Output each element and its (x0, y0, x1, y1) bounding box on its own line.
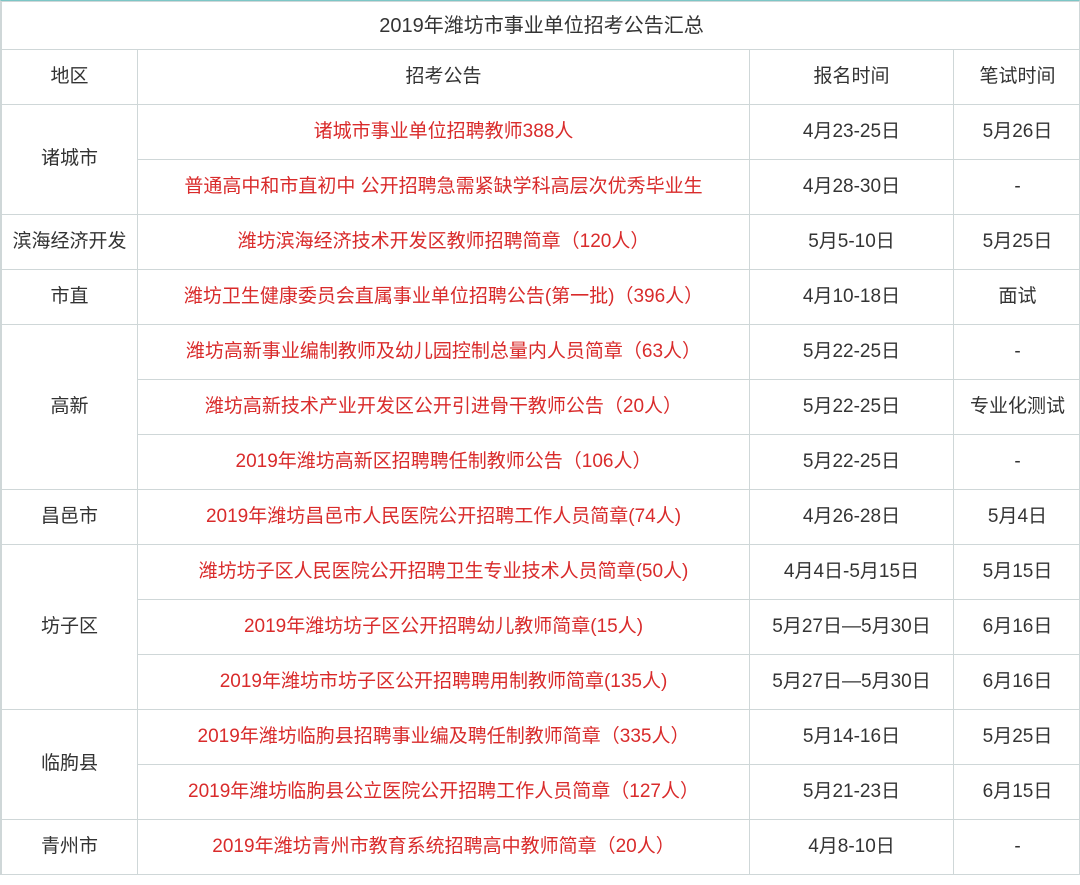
table-title: 2019年潍坊市事业单位招考公告汇总 (2, 2, 1080, 50)
header-notice: 招考公告 (138, 50, 750, 105)
notice-cell: 普通高中和市直初中 公开招聘急需紧缺学科高层次优秀毕业生 (138, 160, 750, 215)
notice-cell: 潍坊高新技术产业开发区公开引进骨干教师公告（20人） (138, 380, 750, 435)
table-row: 诸城市诸城市事业单位招聘教师388人4月23-25日5月26日 (2, 105, 1080, 160)
table-row: 潍坊高新技术产业开发区公开引进骨干教师公告（20人） 5月22-25日专业化测试 (2, 380, 1080, 435)
notice-cell: 2019年潍坊昌邑市人民医院公开招聘工作人员简章(74人) (138, 490, 750, 545)
region-cell: 高新 (2, 325, 138, 490)
notice-link[interactable]: 2019年潍坊昌邑市人民医院公开招聘工作人员简章(74人) (206, 506, 681, 527)
recruitment-table: 2019年潍坊市事业单位招考公告汇总 地区 招考公告 报名时间 笔试时间 诸城市… (1, 1, 1080, 875)
registration-time-cell: 5月22-25日 (750, 325, 954, 380)
table-row: 临朐县2019年潍坊临朐县招聘事业编及聘任制教师简章（335人）5月14-16日… (2, 710, 1080, 765)
exam-time-cell: 5月4日 (954, 490, 1080, 545)
table-row: 2019年潍坊市坊子区公开招聘聘用制教师简章(135人) 5月27日—5月30日6… (2, 655, 1080, 710)
notice-cell: 2019年潍坊青州市教育系统招聘高中教师简章（20人） (138, 820, 750, 875)
region-cell: 滨海经济开发 (2, 215, 138, 270)
notice-cell: 2019年潍坊坊子区公开招聘幼儿教师简章(15人) (138, 600, 750, 655)
exam-time-cell: - (954, 325, 1080, 380)
registration-time-cell: 5月22-25日 (750, 435, 954, 490)
notice-link[interactable]: 2019年潍坊市坊子区公开招聘聘用制教师简章(135人) (220, 671, 668, 692)
table-row: 高新潍坊高新事业编制教师及幼儿园控制总量内人员简章（63人）5月22-25日- (2, 325, 1080, 380)
notice-link[interactable]: 潍坊卫生健康委员会直属事业单位招聘公告(第一批)（396人） (184, 286, 703, 307)
notice-link[interactable]: 诸城市事业单位招聘教师388人 (314, 121, 574, 142)
table-row: 普通高中和市直初中 公开招聘急需紧缺学科高层次优秀毕业生 4月28-30日- (2, 160, 1080, 215)
region-cell: 坊子区 (2, 545, 138, 710)
notice-cell: 诸城市事业单位招聘教师388人 (138, 105, 750, 160)
notice-link[interactable]: 潍坊坊子区人民医院公开招聘卫生专业技术人员简章(50人) (199, 561, 689, 582)
table-row: 坊子区潍坊坊子区人民医院公开招聘卫生专业技术人员简章(50人)4月4日-5月15… (2, 545, 1080, 600)
notice-cell: 2019年潍坊高新区招聘聘任制教师公告（106人） (138, 435, 750, 490)
registration-time-cell: 4月26-28日 (750, 490, 954, 545)
notice-link[interactable]: 2019年潍坊坊子区公开招聘幼儿教师简章(15人) (244, 616, 643, 637)
header-region: 地区 (2, 50, 138, 105)
registration-time-cell: 4月4日-5月15日 (750, 545, 954, 600)
registration-time-cell: 5月21-23日 (750, 765, 954, 820)
table-container: 2019年潍坊市事业单位招考公告汇总 地区 招考公告 报名时间 笔试时间 诸城市… (0, 0, 1080, 875)
exam-time-cell: 专业化测试 (954, 380, 1080, 435)
exam-time-cell: 6月16日 (954, 600, 1080, 655)
region-cell: 市直 (2, 270, 138, 325)
notice-link[interactable]: 潍坊高新技术产业开发区公开引进骨干教师公告（20人） (205, 396, 682, 417)
exam-time-cell: 6月16日 (954, 655, 1080, 710)
notice-link[interactable]: 2019年潍坊高新区招聘聘任制教师公告（106人） (236, 451, 652, 472)
region-cell: 诸城市 (2, 105, 138, 215)
notice-cell: 潍坊坊子区人民医院公开招聘卫生专业技术人员简章(50人) (138, 545, 750, 600)
exam-time-cell: 5月15日 (954, 545, 1080, 600)
exam-time-cell: - (954, 820, 1080, 875)
exam-time-cell: - (954, 435, 1080, 490)
notice-cell: 2019年潍坊临朐县招聘事业编及聘任制教师简章（335人） (138, 710, 750, 765)
registration-time-cell: 5月14-16日 (750, 710, 954, 765)
registration-time-cell: 4月10-18日 (750, 270, 954, 325)
notice-link[interactable]: 普通高中和市直初中 公开招聘急需紧缺学科高层次优秀毕业生 (184, 176, 702, 197)
notice-cell: 潍坊高新事业编制教师及幼儿园控制总量内人员简章（63人） (138, 325, 750, 380)
registration-time-cell: 5月5-10日 (750, 215, 954, 270)
exam-time-cell: 5月26日 (954, 105, 1080, 160)
region-cell: 昌邑市 (2, 490, 138, 545)
table-row: 市直 潍坊卫生健康委员会直属事业单位招聘公告(第一批)（396人） 4月10-18日… (2, 270, 1080, 325)
notice-link[interactable]: 2019年潍坊临朐县公立医院公开招聘工作人员简章（127人） (188, 781, 699, 802)
header-row: 地区 招考公告 报名时间 笔试时间 (2, 50, 1080, 105)
notice-link[interactable]: 潍坊高新事业编制教师及幼儿园控制总量内人员简章（63人） (186, 341, 701, 362)
exam-time-cell: - (954, 160, 1080, 215)
registration-time-cell: 4月8-10日 (750, 820, 954, 875)
notice-cell: 2019年潍坊临朐县公立医院公开招聘工作人员简章（127人） (138, 765, 750, 820)
title-row: 2019年潍坊市事业单位招考公告汇总 (2, 2, 1080, 50)
header-exam: 笔试时间 (954, 50, 1080, 105)
registration-time-cell: 5月22-25日 (750, 380, 954, 435)
table-row: 青州市 2019年潍坊青州市教育系统招聘高中教师简章（20人） 4月8-10日- (2, 820, 1080, 875)
exam-time-cell: 面试 (954, 270, 1080, 325)
header-reg: 报名时间 (750, 50, 954, 105)
table-row: 滨海经济开发 潍坊滨海经济技术开发区教师招聘简章（120人） 5月5-10日5月25… (2, 215, 1080, 270)
table-row: 2019年潍坊高新区招聘聘任制教师公告（106人） 5月22-25日- (2, 435, 1080, 490)
registration-time-cell: 4月28-30日 (750, 160, 954, 215)
exam-time-cell: 6月15日 (954, 765, 1080, 820)
exam-time-cell: 5月25日 (954, 710, 1080, 765)
table-row: 2019年潍坊坊子区公开招聘幼儿教师简章(15人) 5月27日—5月30日6月16… (2, 600, 1080, 655)
notice-link[interactable]: 2019年潍坊青州市教育系统招聘高中教师简章（20人） (212, 836, 674, 857)
notice-link[interactable]: 潍坊滨海经济技术开发区教师招聘简章（120人） (238, 231, 650, 252)
registration-time-cell: 5月27日—5月30日 (750, 655, 954, 710)
exam-time-cell: 5月25日 (954, 215, 1080, 270)
notice-cell: 潍坊卫生健康委员会直属事业单位招聘公告(第一批)（396人） (138, 270, 750, 325)
registration-time-cell: 4月23-25日 (750, 105, 954, 160)
registration-time-cell: 5月27日—5月30日 (750, 600, 954, 655)
region-cell: 青州市 (2, 820, 138, 875)
region-cell: 临朐县 (2, 710, 138, 820)
table-row: 2019年潍坊临朐县公立医院公开招聘工作人员简章（127人） 5月21-23日6月… (2, 765, 1080, 820)
notice-cell: 潍坊滨海经济技术开发区教师招聘简章（120人） (138, 215, 750, 270)
notice-cell: 2019年潍坊市坊子区公开招聘聘用制教师简章(135人) (138, 655, 750, 710)
notice-link[interactable]: 2019年潍坊临朐县招聘事业编及聘任制教师简章（335人） (198, 726, 690, 747)
table-row: 昌邑市 2019年潍坊昌邑市人民医院公开招聘工作人员简章(74人) 4月26-28日… (2, 490, 1080, 545)
